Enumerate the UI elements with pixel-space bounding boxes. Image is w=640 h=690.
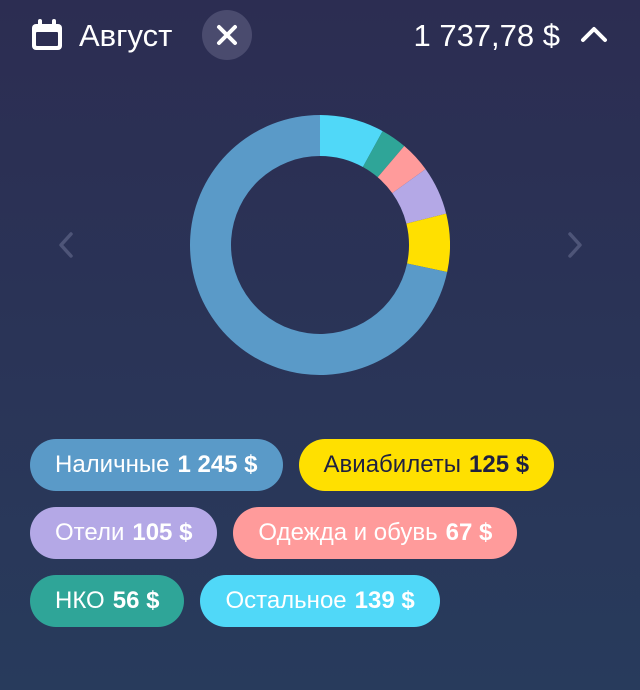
legend-amount: 56 $ <box>112 587 160 614</box>
donut-slice[interactable] <box>362 131 405 178</box>
legend-amount: 1 245 $ <box>177 451 258 478</box>
chevron-up-icon[interactable] <box>578 22 610 48</box>
legend-amount: 125 $ <box>469 451 530 478</box>
expense-donut-chart <box>190 115 450 375</box>
legend-label: Одежда и обувь <box>258 519 438 546</box>
close-icon <box>217 25 237 45</box>
legend-amount: 139 $ <box>354 587 415 614</box>
legend-label: Отели <box>55 519 125 546</box>
category-legend: Наличные 1 245 $ Авиабилеты 125 $ Отели … <box>30 439 630 627</box>
donut-slice[interactable] <box>320 115 383 168</box>
total-amount: 1 737,78 $ <box>413 18 560 53</box>
donut-slice[interactable] <box>392 169 447 224</box>
legend-label: НКО <box>55 587 105 614</box>
legend-label: Авиабилеты <box>323 451 461 478</box>
chevron-right-icon[interactable] <box>565 229 585 261</box>
legend-chip-hotels[interactable]: Отели 105 $ <box>30 507 218 559</box>
header: Август 1 737,78 $ <box>0 0 640 72</box>
legend-chip-other[interactable]: Остальное 139 $ <box>200 575 440 627</box>
month-label[interactable]: Август <box>79 18 173 53</box>
donut-slice[interactable] <box>406 213 450 272</box>
legend-amount: 67 $ <box>445 519 493 546</box>
legend-label: Наличные <box>55 451 170 478</box>
legend-chip-cash[interactable]: Наличные 1 245 $ <box>30 439 283 491</box>
donut-slice[interactable] <box>190 115 448 375</box>
legend-label: Остальное <box>225 587 347 614</box>
legend-chip-nko[interactable]: НКО 56 $ <box>30 575 185 627</box>
legend-amount: 105 $ <box>132 519 193 546</box>
clear-filter-button[interactable] <box>202 10 252 60</box>
legend-chip-airline[interactable]: Авиабилеты 125 $ <box>298 439 555 491</box>
donut-slice[interactable] <box>377 146 426 194</box>
legend-chip-clothing[interactable]: Одежда и обувь 67 $ <box>233 507 518 559</box>
calendar-icon[interactable] <box>30 18 64 52</box>
chevron-left-icon[interactable] <box>56 229 76 261</box>
